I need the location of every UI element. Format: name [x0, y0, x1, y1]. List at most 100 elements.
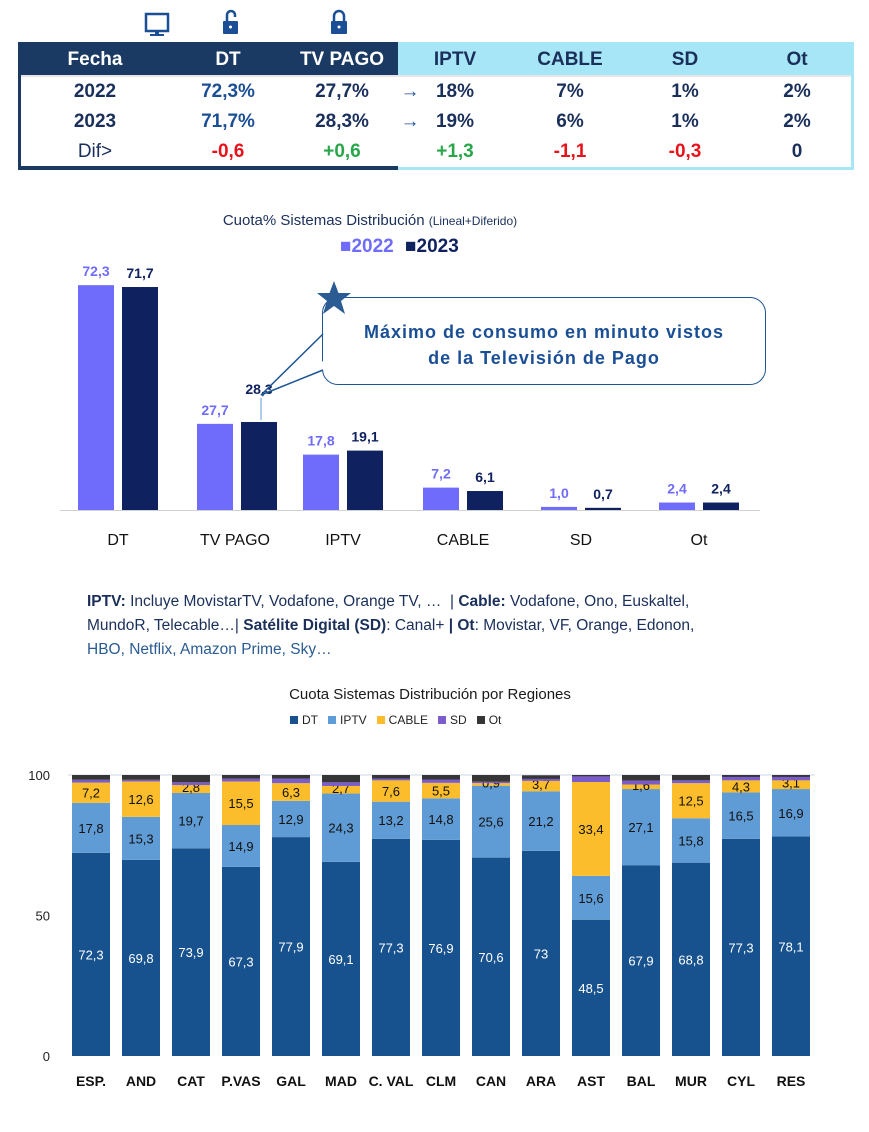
segment-ot-clm — [422, 775, 460, 780]
data-label: 67,9 — [628, 954, 653, 969]
category-label: MAD — [325, 1073, 357, 1089]
segment-iptv-bal — [622, 789, 660, 866]
segment-dt-cat — [172, 848, 210, 1056]
bar-2023-sd — [585, 507, 621, 510]
bar-2022-sd — [541, 506, 577, 510]
footnote-segment: IPTV: — [87, 593, 126, 610]
segment-ot-mur — [672, 775, 710, 781]
data-label: 76,9 — [428, 941, 453, 956]
segment-iptv-res — [772, 789, 810, 837]
segment-cable-pvas — [222, 781, 260, 826]
bar-2022-cable — [423, 487, 459, 510]
legend-2022: ■2022 — [340, 236, 394, 257]
legend-dt: DT — [290, 713, 318, 727]
segment-cable-cval — [372, 780, 410, 802]
data-label: 7,6 — [382, 784, 400, 799]
segment-cable-mad — [322, 785, 360, 794]
legend-iptv: IPTV — [328, 713, 367, 727]
segment-ot-can — [472, 775, 510, 782]
bar-2023-iptv — [347, 450, 383, 510]
data-label: 67,3 — [228, 954, 253, 969]
category-label: P.VAS — [221, 1073, 260, 1089]
segment-cable-cyl — [722, 780, 760, 793]
table-header-light — [398, 42, 854, 75]
category-label: AST — [577, 1073, 605, 1089]
category-label: ARA — [526, 1073, 556, 1089]
segment-iptv-ast — [572, 875, 610, 920]
segment-sd-res — [772, 776, 810, 781]
table-cell: -1,1 — [553, 141, 587, 162]
segment-ot-and — [122, 775, 160, 780]
category-label: ESP. — [76, 1073, 106, 1089]
segment-sd-clm — [422, 779, 460, 783]
arrow-icon: → — [400, 111, 420, 132]
table-cell: 71,7% — [201, 111, 255, 132]
data-label: 12,9 — [278, 812, 303, 827]
bar-2023-cable — [467, 491, 503, 510]
segment-sd-mad — [322, 782, 360, 786]
data-label: 6,1 — [475, 469, 495, 485]
data-label: 4,3 — [732, 779, 750, 794]
footnote-segment: : Movistar, VF, Orange, Edonon, — [474, 617, 695, 634]
segment-dt-bal — [622, 865, 660, 1056]
data-label: 69,8 — [128, 951, 153, 966]
segment-ot-cyl — [722, 775, 760, 777]
segment-sd-cat — [172, 782, 210, 786]
data-label: 48,5 — [578, 981, 603, 996]
table-left-frame — [18, 42, 398, 170]
category-label: CAT — [177, 1073, 205, 1089]
table-cell: 2023 — [73, 111, 117, 132]
chart2-title: Cuota Sistemas Distribución por Regiones — [289, 686, 571, 703]
legend-sd: SD — [438, 713, 467, 727]
segment-dt-res — [772, 836, 810, 1056]
y-tick-label: 50 — [36, 909, 50, 924]
table-cell: 2% — [783, 111, 811, 132]
segment-iptv-gal — [272, 800, 310, 838]
data-label: 70,6 — [478, 950, 503, 965]
segment-iptv-and — [122, 816, 160, 860]
footnote-segment: | Ot — [448, 617, 475, 634]
segment-cable-esp — [72, 782, 110, 803]
chart2-legend: DT IPTV CABLE SD Ot — [290, 713, 511, 727]
legend-ot: Ot — [476, 713, 501, 727]
data-label: 33,4 — [578, 822, 603, 837]
header-fecha: Fecha — [67, 49, 123, 70]
segment-sd-mur — [672, 780, 710, 784]
header-ot: Ot — [786, 49, 808, 70]
data-label: 27,7 — [201, 402, 228, 418]
bar-2022-tv-pago — [197, 423, 233, 510]
segment-ot-cval — [372, 775, 410, 779]
segment-dt-esp — [72, 852, 110, 1056]
bar-2022-ot — [659, 502, 695, 510]
segment-dt-ara — [522, 850, 560, 1056]
data-label: 7,2 — [431, 466, 451, 482]
category-label: RES — [777, 1073, 806, 1089]
data-label: 24,3 — [328, 821, 353, 836]
segment-iptv-mad — [322, 793, 360, 862]
chart1-title: Cuota% Sistemas Distribución (Lineal+Dif… — [222, 212, 518, 229]
segment-dt-mur — [672, 862, 710, 1056]
segment-cable-gal — [272, 783, 310, 801]
header-dt: DT — [215, 49, 241, 70]
segment-cable-can — [472, 783, 510, 786]
segment-dt-pvas — [222, 866, 260, 1056]
data-label: 68,8 — [678, 952, 703, 967]
category-label: SD — [570, 532, 592, 549]
table-cell: 27,7% — [315, 81, 369, 102]
table-cell: 19% — [435, 111, 475, 132]
data-label: 14,8 — [428, 812, 453, 827]
segment-ot-esp — [72, 775, 110, 780]
category-label: MUR — [675, 1073, 707, 1089]
segment-sd-esp — [72, 779, 110, 783]
segment-iptv-cat — [172, 792, 210, 849]
category-label: CAN — [476, 1073, 506, 1089]
footnote-segment: Cable: — [458, 593, 506, 610]
segment-dt-and — [122, 859, 160, 1056]
category-label: BAL — [627, 1073, 656, 1089]
segment-sd-pvas — [222, 778, 260, 782]
segment-sd-and — [122, 779, 160, 782]
data-label: 17,8 — [78, 821, 103, 836]
footnote-segment: Satélite Digital (SD) — [243, 617, 387, 634]
data-label: 16,9 — [778, 806, 803, 821]
